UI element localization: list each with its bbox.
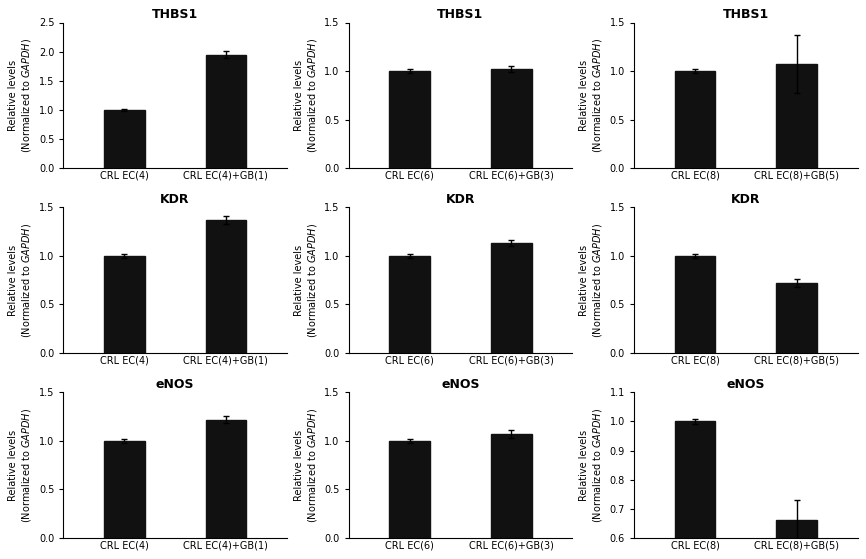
Title: THBS1: THBS1 <box>437 8 483 21</box>
Bar <box>776 64 817 168</box>
Bar <box>675 71 715 168</box>
Bar <box>675 421 715 559</box>
Bar <box>390 441 430 538</box>
Bar <box>776 283 817 353</box>
Y-axis label: Relative levels
(Normalized to $\it{GAPDH}$): Relative levels (Normalized to $\it{GAPD… <box>579 408 604 523</box>
Y-axis label: Relative levels
(Normalized to $\it{GAPDH}$): Relative levels (Normalized to $\it{GAPD… <box>579 222 604 338</box>
Bar <box>205 55 246 168</box>
Bar <box>104 256 145 353</box>
Bar <box>491 243 532 353</box>
Y-axis label: Relative levels
(Normalized to $\it{GAPDH}$): Relative levels (Normalized to $\it{GAPD… <box>9 37 33 153</box>
Title: THBS1: THBS1 <box>152 8 198 21</box>
Bar <box>104 441 145 538</box>
Bar <box>205 420 246 538</box>
Title: eNOS: eNOS <box>156 378 194 391</box>
Y-axis label: Relative levels
(Normalized to $\it{GAPDH}$): Relative levels (Normalized to $\it{GAPD… <box>9 408 34 523</box>
Bar <box>390 256 430 353</box>
Y-axis label: Relative levels
(Normalized to $\it{GAPDH}$): Relative levels (Normalized to $\it{GAPD… <box>294 37 319 153</box>
Bar <box>675 256 715 353</box>
Y-axis label: Relative levels
(Normalized to $\it{GAPDH}$): Relative levels (Normalized to $\it{GAPD… <box>9 222 34 338</box>
Title: KDR: KDR <box>446 193 475 206</box>
Title: KDR: KDR <box>160 193 190 206</box>
Bar <box>205 220 246 353</box>
Y-axis label: Relative levels
(Normalized to $\it{GAPDH}$): Relative levels (Normalized to $\it{GAPD… <box>294 222 319 338</box>
Y-axis label: Relative levels
(Normalized to $\it{GAPDH}$): Relative levels (Normalized to $\it{GAPD… <box>294 408 319 523</box>
Bar <box>390 71 430 168</box>
Title: KDR: KDR <box>731 193 760 206</box>
Bar <box>104 110 145 168</box>
Bar <box>776 520 817 559</box>
Bar <box>491 434 532 538</box>
Bar <box>491 69 532 168</box>
Title: eNOS: eNOS <box>442 378 480 391</box>
Title: THBS1: THBS1 <box>723 8 769 21</box>
Title: eNOS: eNOS <box>727 378 766 391</box>
Y-axis label: Relative levels
(Normalized to $\it{GAPDH}$): Relative levels (Normalized to $\it{GAPD… <box>579 37 604 153</box>
